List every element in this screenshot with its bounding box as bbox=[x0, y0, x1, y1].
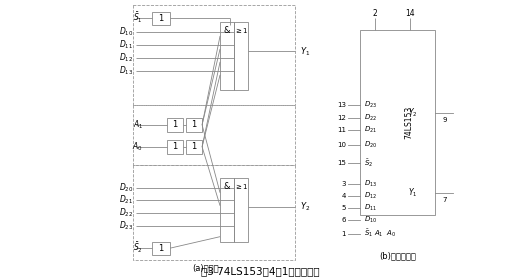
Text: $A_0$: $A_0$ bbox=[133, 141, 143, 153]
Text: 3: 3 bbox=[342, 181, 346, 187]
Text: 14: 14 bbox=[405, 9, 414, 18]
Text: &: & bbox=[224, 182, 230, 191]
Text: 1: 1 bbox=[191, 142, 197, 151]
Text: $D_{13}$: $D_{13}$ bbox=[119, 65, 133, 77]
Text: $D_{21}$: $D_{21}$ bbox=[119, 193, 133, 206]
Text: $Y_2$: $Y_2$ bbox=[300, 200, 310, 213]
Text: $D_{10}$: $D_{10}$ bbox=[119, 26, 133, 38]
Bar bbox=[152, 12, 170, 25]
Text: $D_{23}$: $D_{23}$ bbox=[119, 219, 133, 232]
Text: $D_{12}$: $D_{12}$ bbox=[119, 52, 133, 64]
Text: $D_{20}$: $D_{20}$ bbox=[364, 140, 377, 150]
Text: $D_{11}$: $D_{11}$ bbox=[364, 203, 377, 213]
Text: 图3 74LS153双4选1数据选择器: 图3 74LS153双4选1数据选择器 bbox=[201, 267, 319, 277]
Text: $\geq$1: $\geq$1 bbox=[234, 26, 248, 36]
Text: $D_{22}$: $D_{22}$ bbox=[119, 207, 133, 219]
Text: $D_{20}$: $D_{20}$ bbox=[119, 182, 133, 194]
Text: 9: 9 bbox=[443, 117, 447, 123]
Bar bbox=[186, 140, 202, 154]
Text: $D_{10}$: $D_{10}$ bbox=[364, 215, 377, 225]
Bar bbox=[234, 178, 248, 242]
Text: 4: 4 bbox=[342, 193, 346, 199]
Bar bbox=[186, 118, 202, 132]
Text: 2: 2 bbox=[372, 9, 377, 18]
Text: 12: 12 bbox=[337, 115, 346, 121]
Text: $D_{23}$: $D_{23}$ bbox=[364, 100, 377, 110]
Text: 1: 1 bbox=[173, 142, 178, 151]
Text: $Y_1$: $Y_1$ bbox=[300, 45, 310, 58]
Text: $D_{12}$: $D_{12}$ bbox=[364, 191, 377, 201]
Text: 1: 1 bbox=[159, 14, 164, 23]
Text: $\bar{S}_1$: $\bar{S}_1$ bbox=[133, 11, 143, 25]
Text: $Y_2$: $Y_2$ bbox=[408, 106, 418, 119]
Text: 74LS153: 74LS153 bbox=[404, 106, 413, 139]
Bar bbox=[167, 140, 183, 154]
Text: 6: 6 bbox=[342, 217, 346, 223]
Text: $D_{13}$: $D_{13}$ bbox=[364, 179, 377, 189]
Bar bbox=[234, 22, 248, 90]
Text: $Y_1$: $Y_1$ bbox=[408, 187, 418, 199]
Text: 7: 7 bbox=[443, 197, 447, 203]
Text: $A_1$: $A_1$ bbox=[133, 119, 143, 131]
Text: $\bar{S}_2$: $\bar{S}_2$ bbox=[364, 157, 373, 168]
Text: 1: 1 bbox=[342, 231, 346, 237]
Text: $D_{22}$: $D_{22}$ bbox=[364, 113, 377, 123]
Text: (b)引擎功能图: (b)引擎功能图 bbox=[379, 251, 416, 260]
Text: $\bar{S}_2$: $\bar{S}_2$ bbox=[133, 241, 143, 255]
Text: $\bar{S}_1$ $A_1$  $A_0$: $\bar{S}_1$ $A_1$ $A_0$ bbox=[364, 228, 396, 239]
Bar bbox=[360, 30, 435, 215]
Text: 1: 1 bbox=[173, 120, 178, 129]
Text: $D_{11}$: $D_{11}$ bbox=[119, 39, 133, 51]
Text: $D_{21}$: $D_{21}$ bbox=[364, 125, 377, 135]
Text: 13: 13 bbox=[337, 102, 346, 108]
Text: &: & bbox=[224, 26, 230, 36]
Bar bbox=[220, 22, 234, 90]
Text: 15: 15 bbox=[337, 160, 346, 166]
Text: $\geq$1: $\geq$1 bbox=[234, 182, 248, 191]
Text: 1: 1 bbox=[159, 244, 164, 253]
Bar bbox=[220, 178, 234, 242]
Text: 1: 1 bbox=[191, 120, 197, 129]
Bar bbox=[152, 242, 170, 255]
Text: 11: 11 bbox=[337, 127, 346, 133]
Bar bbox=[167, 118, 183, 132]
Text: (a)电路图: (a)电路图 bbox=[192, 263, 218, 272]
Text: 10: 10 bbox=[337, 142, 346, 148]
Text: 5: 5 bbox=[342, 205, 346, 211]
